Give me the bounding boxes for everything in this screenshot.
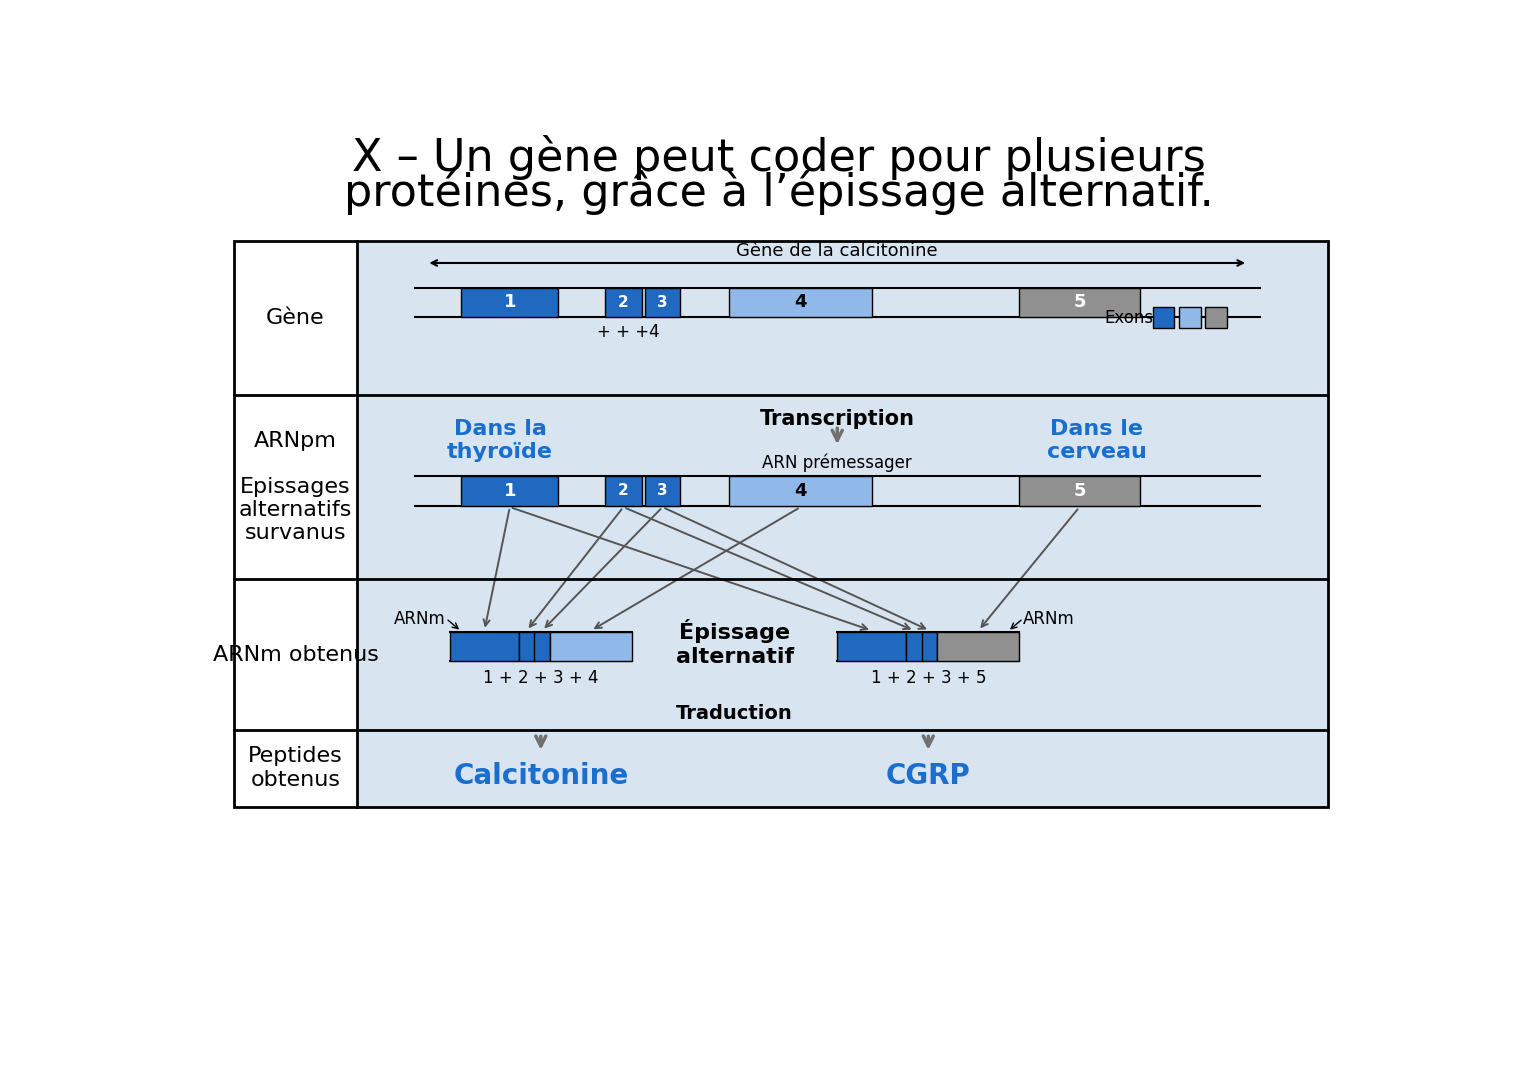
Text: Gène de la calcitonine: Gène de la calcitonine [736, 242, 938, 260]
Text: Dans le
cerveau: Dans le cerveau [1046, 419, 1147, 462]
Bar [1179, 306, 1200, 329]
Bar [551, 632, 631, 661]
Bar [234, 730, 357, 806]
Text: 1 + 2 + 3 + 4: 1 + 2 + 3 + 4 [484, 669, 599, 687]
Bar [837, 632, 907, 661]
Bar [937, 632, 1019, 661]
Bar [234, 241, 1328, 806]
Text: 5: 5 [1074, 482, 1086, 500]
Text: Dans la
thyroïde: Dans la thyroïde [447, 419, 554, 462]
Bar [645, 476, 680, 505]
Text: 1: 1 [503, 293, 516, 312]
Bar [234, 395, 357, 579]
Text: ARNm: ARNm [1024, 611, 1075, 629]
Text: 1 + 2 + 3 + 5: 1 + 2 + 3 + 5 [870, 669, 986, 687]
Text: 4: 4 [794, 293, 806, 312]
Text: CGRP: CGRP [885, 762, 970, 790]
Text: Calcitonine: Calcitonine [453, 762, 628, 790]
Text: ARNm: ARNm [394, 611, 446, 629]
Text: Transcription: Transcription [760, 408, 914, 429]
Bar [1019, 476, 1139, 505]
Text: Épissage
alternatif: Épissage alternatif [675, 619, 794, 666]
Text: ARN prémessager: ARN prémessager [762, 454, 913, 472]
Text: ARNm obtenus: ARNm obtenus [213, 645, 379, 664]
Bar [605, 288, 642, 317]
Text: protéines, grâce à l’épissage alternatif.: protéines, grâce à l’épissage alternatif… [344, 170, 1214, 215]
Bar [645, 288, 680, 317]
Bar [357, 579, 1328, 730]
Text: ARNpm

Epissages
alternatifs
survanus: ARNpm Epissages alternatifs survanus [239, 431, 353, 544]
Text: Gène: Gène [266, 307, 325, 328]
Bar [729, 476, 872, 505]
Bar [907, 632, 937, 661]
Bar [1205, 306, 1227, 329]
Text: 2: 2 [618, 484, 628, 499]
Text: 2: 2 [618, 295, 628, 310]
Text: 1: 1 [503, 482, 516, 500]
Bar [450, 632, 519, 661]
Text: Peptides
obtenus: Peptides obtenus [248, 746, 342, 790]
Bar [461, 288, 558, 317]
Text: 3: 3 [657, 484, 668, 499]
Bar [357, 241, 1328, 395]
Text: X – Un gène peut coder pour plusieurs: X – Un gène peut coder pour plusieurs [353, 135, 1206, 180]
Bar [1019, 288, 1139, 317]
Bar [519, 632, 551, 661]
Bar [1153, 306, 1174, 329]
Text: + + +4: + + +4 [598, 324, 660, 341]
Bar [357, 730, 1328, 806]
Text: 4: 4 [794, 482, 806, 500]
Text: 3: 3 [657, 295, 668, 310]
Text: 5: 5 [1074, 293, 1086, 312]
Bar [461, 476, 558, 505]
Bar [357, 395, 1328, 579]
Bar [729, 288, 872, 317]
Text: Traduction: Traduction [677, 704, 792, 723]
Bar [605, 476, 642, 505]
Bar [234, 241, 357, 395]
Bar [234, 579, 357, 730]
Text: Exons: Exons [1104, 309, 1154, 327]
